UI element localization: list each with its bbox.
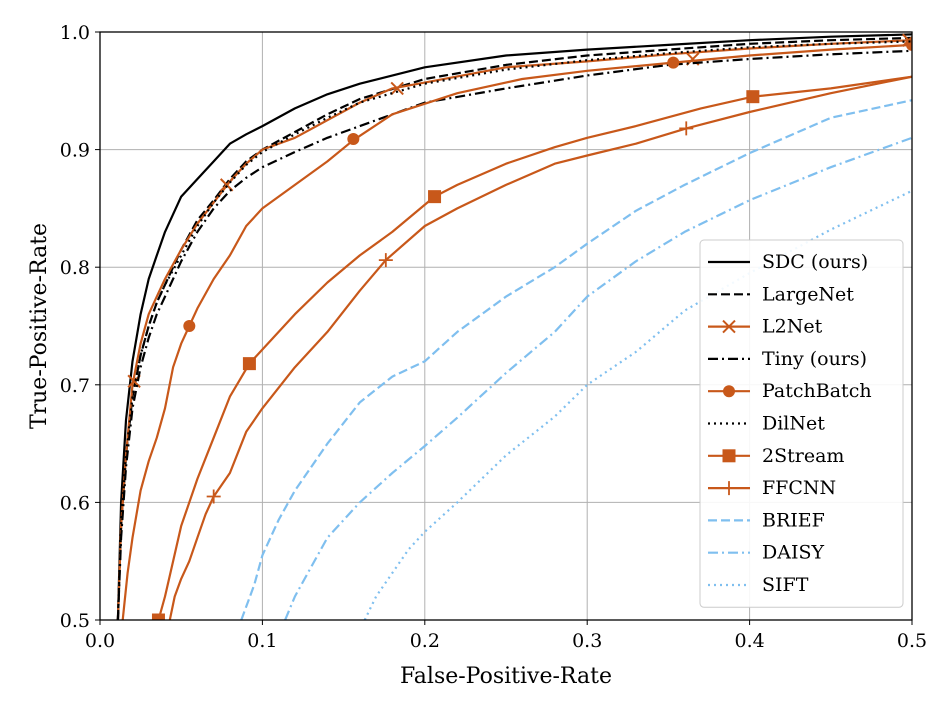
series-line [116, 40, 912, 620]
series-line [168, 75, 912, 620]
legend-item: SDC (ours) [708, 251, 868, 273]
series-marker [667, 56, 680, 69]
y-tick-label: 0.7 [60, 375, 90, 397]
series-line [121, 43, 912, 620]
legend-label: DilNet [762, 413, 825, 435]
series-marker [906, 38, 912, 51]
legend-label: DAISY [762, 542, 824, 564]
series-line [116, 36, 912, 620]
legend-label: BRIEF [762, 509, 825, 531]
legend-item: DilNet [708, 413, 825, 435]
y-tick-label: 0.5 [60, 610, 90, 632]
legend-item: L2Net [708, 316, 823, 338]
series-marker [206, 489, 221, 504]
legend-item: 2Stream [708, 445, 844, 467]
x-tick-label: 0.4 [734, 630, 764, 652]
legend-label: 2Stream [762, 445, 844, 467]
x-tick-label: 0.1 [247, 630, 277, 652]
legend-item: Tiny (ours) [708, 348, 867, 370]
y-tick-label: 1.0 [60, 22, 90, 44]
legend: SDC (ours) LargeNet L2Net Tiny (ours) PatchB… [699, 239, 904, 608]
x-tick-label: 0.5 [897, 630, 927, 652]
legend-label: FFCNN [762, 477, 836, 499]
series-patchbatch [121, 38, 912, 620]
legend-label: L2Net [762, 316, 823, 338]
series-marker [242, 357, 256, 371]
series-marker [679, 121, 694, 136]
series-marker [378, 253, 393, 268]
series-sdc-ours [116, 33, 912, 620]
series-marker [183, 320, 196, 332]
x-axis-label: False-Positive-Rate [400, 664, 612, 689]
series-dilnet [116, 40, 912, 620]
x-tick-label: 0.3 [572, 630, 602, 652]
series-2stream [151, 75, 912, 620]
series-line [284, 136, 912, 620]
legend-item: SIFT [708, 574, 809, 596]
legend-label: LargeNet [762, 283, 854, 305]
legend-marker [722, 319, 736, 334]
series-marker [151, 613, 165, 620]
series-layer [116, 33, 912, 620]
series-ffcnn [168, 75, 912, 620]
legend-marker [723, 385, 735, 398]
series-line [116, 33, 912, 620]
legend-label: Tiny (ours) [762, 348, 867, 370]
series-marker [347, 133, 360, 146]
legend-item: PatchBatch [708, 380, 872, 402]
legend-item: LargeNet [708, 283, 854, 305]
legend-box [699, 239, 904, 608]
series-line [157, 75, 912, 620]
y-tick-label: 0.6 [60, 492, 90, 514]
legend-item: FFCNN [708, 477, 836, 499]
legend-marker [722, 449, 736, 463]
legend-item: BRIEF [708, 509, 825, 531]
series-tiny-ours [116, 49, 912, 620]
y-tick-label: 0.8 [60, 257, 90, 279]
legend-marker [722, 481, 736, 496]
legend-label: SDC (ours) [762, 251, 868, 273]
series-line [240, 99, 912, 620]
series-marker [428, 190, 442, 204]
tick-labels: 0.0 0.1 0.2 0.3 0.4 0.5 0.5 0.6 0.7 0.8 0.9 1.0 [60, 22, 927, 652]
series-daisy [284, 136, 912, 620]
plot-frame [99, 31, 913, 621]
series-brief [240, 99, 912, 620]
series-line [116, 49, 912, 620]
x-tick-label: 0.2 [410, 630, 440, 652]
series-largenet [116, 36, 912, 620]
x-tick-label: 0.0 [85, 630, 115, 652]
series-marker [390, 81, 404, 96]
y-tick-label: 0.9 [60, 140, 90, 162]
series-marker [746, 90, 760, 104]
legend-label: PatchBatch [762, 380, 872, 402]
legend-label: SIFT [762, 574, 809, 596]
y-axis-label: True-Positive-Rate [27, 223, 52, 429]
legend-item: DAISY [708, 542, 824, 564]
